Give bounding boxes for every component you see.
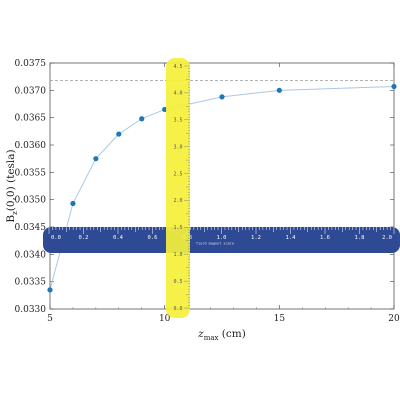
data-point	[276, 87, 282, 93]
h-ruler-label: 1.0	[217, 235, 227, 241]
v-ruler-label: 0.5	[173, 279, 182, 285]
h-ruler-label: 0.2	[79, 235, 89, 241]
v-ruler-label: 3.0	[173, 144, 182, 150]
v-ruler-label: 4.5	[173, 64, 182, 70]
h-ruler-label: 1.8	[355, 235, 365, 241]
v-ruler-label: 4.0	[173, 91, 182, 97]
y-tick-label: 0.0360	[15, 141, 47, 151]
series-group	[47, 83, 397, 293]
v-ruler-label: 2.0	[173, 198, 182, 204]
series-line	[49, 86, 395, 290]
v-ruler-label: 1.5	[173, 225, 182, 231]
data-point	[391, 83, 397, 90]
data-point	[139, 116, 145, 122]
y-tick-label: 0.0375	[15, 59, 47, 69]
vertical-ruler-ticks: 0.0 0.5 1.0 1.5 2.0 2.5 3.0 3.5 4.0 4.5	[173, 64, 190, 312]
data-point	[219, 94, 225, 100]
h-ruler-label: 0.4	[113, 235, 124, 241]
x-tick-label: 10	[159, 314, 171, 324]
h-ruler-label: 1.6	[320, 235, 330, 241]
tick-group: 0.03300.03350.03400.03450.03500.03550.03…	[15, 59, 400, 324]
data-point	[70, 200, 76, 207]
y-tick-label: 0.0340	[15, 250, 47, 260]
h-ruler-label: 1.4	[286, 235, 297, 241]
data-point	[47, 287, 53, 293]
x-axis-title: zmax (cm)	[197, 328, 246, 342]
v-ruler-label: 1.0	[173, 252, 182, 258]
vertical-ruler[interactable]: 0.0 0.5 1.0 1.5 2.0 2.5 3.0 3.5 4.0 4.5	[166, 58, 190, 318]
y-tick-label: 0.0355	[15, 168, 47, 178]
y-tick-label: 0.0345	[15, 223, 47, 233]
h-ruler-label: 0.0	[51, 235, 61, 241]
y-tick-label: 0.0335	[15, 278, 47, 288]
data-point	[116, 131, 122, 137]
v-ruler-label: 0.0	[173, 306, 182, 312]
y-axis-title: Bz(0,0) (tesla)	[5, 149, 19, 222]
data-point	[162, 106, 168, 113]
x-tick-label: 20	[388, 314, 400, 324]
y-tick-label: 0.0370	[15, 86, 47, 96]
y-tick-label: 0.0365	[15, 114, 47, 124]
v-ruler-label: 2.5	[173, 171, 182, 177]
h-ruler-label: 0.6	[148, 235, 158, 241]
plot-frame	[49, 62, 395, 310]
data-point	[93, 156, 99, 162]
y-tick-label: 0.0350	[15, 196, 47, 206]
x-tick-label: 15	[274, 314, 286, 324]
horizontal-ruler-body[interactable]	[43, 227, 400, 253]
y-tick-label: 0.0330	[15, 305, 47, 315]
vertical-ruler-body[interactable]	[166, 58, 190, 318]
v-ruler-label: 3.5	[173, 118, 182, 124]
h-ruler-label: 1.2	[251, 235, 261, 241]
x-tick-label: 5	[47, 314, 53, 324]
h-ruler-caption: field magnet scale	[196, 242, 234, 246]
h-ruler-label: 2.0	[382, 235, 392, 241]
